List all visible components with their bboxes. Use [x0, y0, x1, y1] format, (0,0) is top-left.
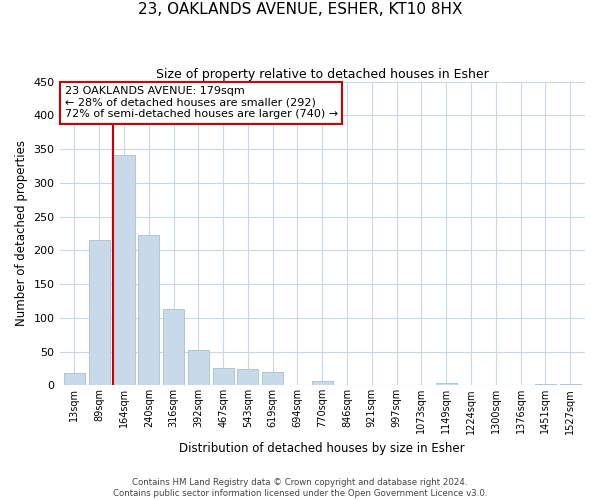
- Bar: [436, 383, 457, 386]
- Title: Size of property relative to detached houses in Esher: Size of property relative to detached ho…: [156, 68, 488, 80]
- Bar: [262, 372, 283, 386]
- Bar: [560, 384, 581, 386]
- Bar: [113, 154, 134, 386]
- Text: 23 OAKLANDS AVENUE: 179sqm
← 28% of detached houses are smaller (292)
72% of sem: 23 OAKLANDS AVENUE: 179sqm ← 28% of deta…: [65, 86, 338, 120]
- Y-axis label: Number of detached properties: Number of detached properties: [15, 140, 28, 326]
- Bar: [188, 350, 209, 386]
- Bar: [163, 309, 184, 386]
- Bar: [535, 384, 556, 386]
- Bar: [312, 380, 333, 386]
- Text: 23, OAKLANDS AVENUE, ESHER, KT10 8HX: 23, OAKLANDS AVENUE, ESHER, KT10 8HX: [138, 2, 462, 18]
- Bar: [64, 373, 85, 386]
- Text: Contains HM Land Registry data © Crown copyright and database right 2024.
Contai: Contains HM Land Registry data © Crown c…: [113, 478, 487, 498]
- Bar: [89, 240, 110, 386]
- X-axis label: Distribution of detached houses by size in Esher: Distribution of detached houses by size …: [179, 442, 465, 455]
- Bar: [238, 369, 259, 386]
- Bar: [138, 236, 160, 386]
- Bar: [212, 368, 233, 386]
